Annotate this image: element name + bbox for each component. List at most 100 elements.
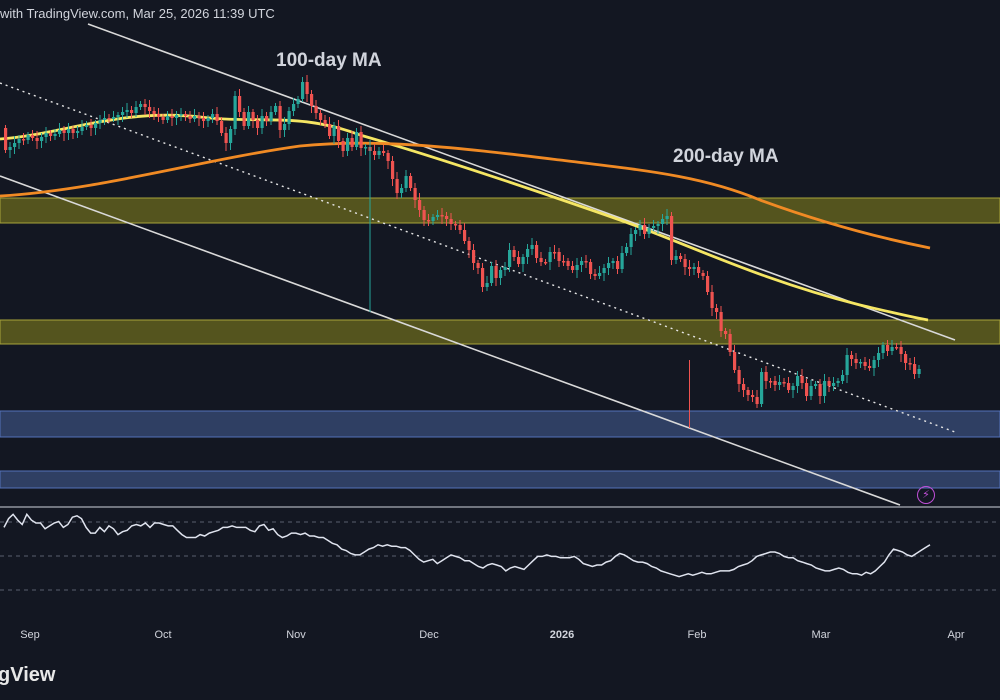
candle-body <box>665 216 669 219</box>
candle-body <box>233 96 237 129</box>
candle-body <box>8 147 12 150</box>
chart-header: with TradingView.com, Mar 25, 2026 11:39… <box>0 6 275 21</box>
lightning-icon[interactable]: ⚡ <box>917 486 935 504</box>
candle-body <box>481 268 485 287</box>
candle-body <box>719 312 723 331</box>
candle-body <box>913 364 917 374</box>
candle-body <box>616 261 620 269</box>
candle-body <box>269 112 273 121</box>
candle-body <box>467 241 471 250</box>
candle-body <box>116 115 120 117</box>
candle-body <box>44 133 48 137</box>
footer-bar <box>0 646 1000 700</box>
candle-body <box>49 133 53 136</box>
candle-body <box>436 215 440 217</box>
candle-body <box>229 129 233 143</box>
candle-body <box>175 115 179 118</box>
candle-body <box>58 130 62 134</box>
candle-body <box>688 267 692 269</box>
candle-body <box>625 247 629 253</box>
candle-body <box>584 261 588 263</box>
x-tick-label: Mar <box>812 629 831 641</box>
candle-body <box>701 273 705 276</box>
candle-body <box>62 130 66 133</box>
candle-body <box>274 106 278 112</box>
candle-body <box>494 266 498 278</box>
candle-body <box>908 363 912 365</box>
candle-body <box>125 110 129 112</box>
candle-body <box>737 370 741 384</box>
candle-body <box>206 118 210 121</box>
candle-body <box>251 112 255 120</box>
candle-body <box>224 133 228 143</box>
candle-body <box>850 355 854 359</box>
candle-body <box>683 259 687 267</box>
candle-body <box>463 230 467 241</box>
candle-body <box>877 353 881 360</box>
candle-body <box>746 390 750 395</box>
candle-body <box>539 258 543 262</box>
candle-body <box>328 124 332 136</box>
candle-body <box>706 276 710 292</box>
candle-body <box>355 132 359 147</box>
candle-body <box>661 219 665 224</box>
candle-body <box>692 267 696 269</box>
candle-body <box>287 111 291 124</box>
candle-body <box>157 114 161 117</box>
candle-body <box>220 121 224 133</box>
candle-body <box>724 331 728 334</box>
candle-body <box>553 252 557 254</box>
ma200-label: 200-day MA <box>673 146 779 167</box>
candle-body <box>647 228 651 234</box>
candle-body <box>202 118 206 121</box>
candle-body <box>895 347 899 349</box>
candle-body <box>868 366 872 368</box>
candle-body <box>377 151 381 155</box>
candle-body <box>431 217 435 221</box>
candle-body <box>319 113 323 120</box>
candle-body <box>71 129 75 133</box>
candle-body <box>53 134 57 136</box>
candle-body <box>440 215 444 217</box>
candle-body <box>458 225 462 230</box>
candle-body <box>107 118 111 120</box>
candle-body <box>301 82 305 99</box>
candle-body <box>508 250 512 267</box>
candle-body <box>782 382 786 384</box>
candle-body <box>679 256 683 259</box>
candle-body <box>139 104 143 107</box>
candle-body <box>418 200 422 210</box>
candle-body <box>755 397 759 404</box>
candle-body <box>548 252 552 262</box>
candle-body <box>832 383 836 386</box>
candle-body <box>400 188 404 193</box>
candle-body <box>715 308 719 312</box>
support-zone-1 <box>0 410 1000 438</box>
candle-body <box>40 137 44 141</box>
candle-body <box>35 138 39 141</box>
candle-body <box>247 112 251 126</box>
candle-body <box>566 261 570 266</box>
candle-body <box>629 234 633 247</box>
candle-body <box>404 176 408 188</box>
candle-body <box>872 360 876 368</box>
candle-body <box>26 135 30 140</box>
candle-body <box>886 345 890 351</box>
candle-body <box>170 116 174 118</box>
candle-body <box>751 395 755 397</box>
support-zone-2 <box>0 470 1000 489</box>
candle-body <box>742 384 746 390</box>
candle-body <box>800 376 804 383</box>
candle-body <box>391 161 395 179</box>
candle-body <box>427 220 431 222</box>
x-tick-label: Nov <box>286 629 306 641</box>
candle-body <box>917 369 921 374</box>
x-tick-label: Sep <box>20 629 40 641</box>
ma200-line <box>0 141 931 250</box>
candle-body <box>544 262 548 264</box>
candle-body <box>211 114 215 118</box>
candle-body <box>818 384 822 396</box>
candle-body <box>454 224 458 226</box>
candle-body <box>395 179 399 193</box>
x-tick-label: 2026 <box>550 629 574 641</box>
